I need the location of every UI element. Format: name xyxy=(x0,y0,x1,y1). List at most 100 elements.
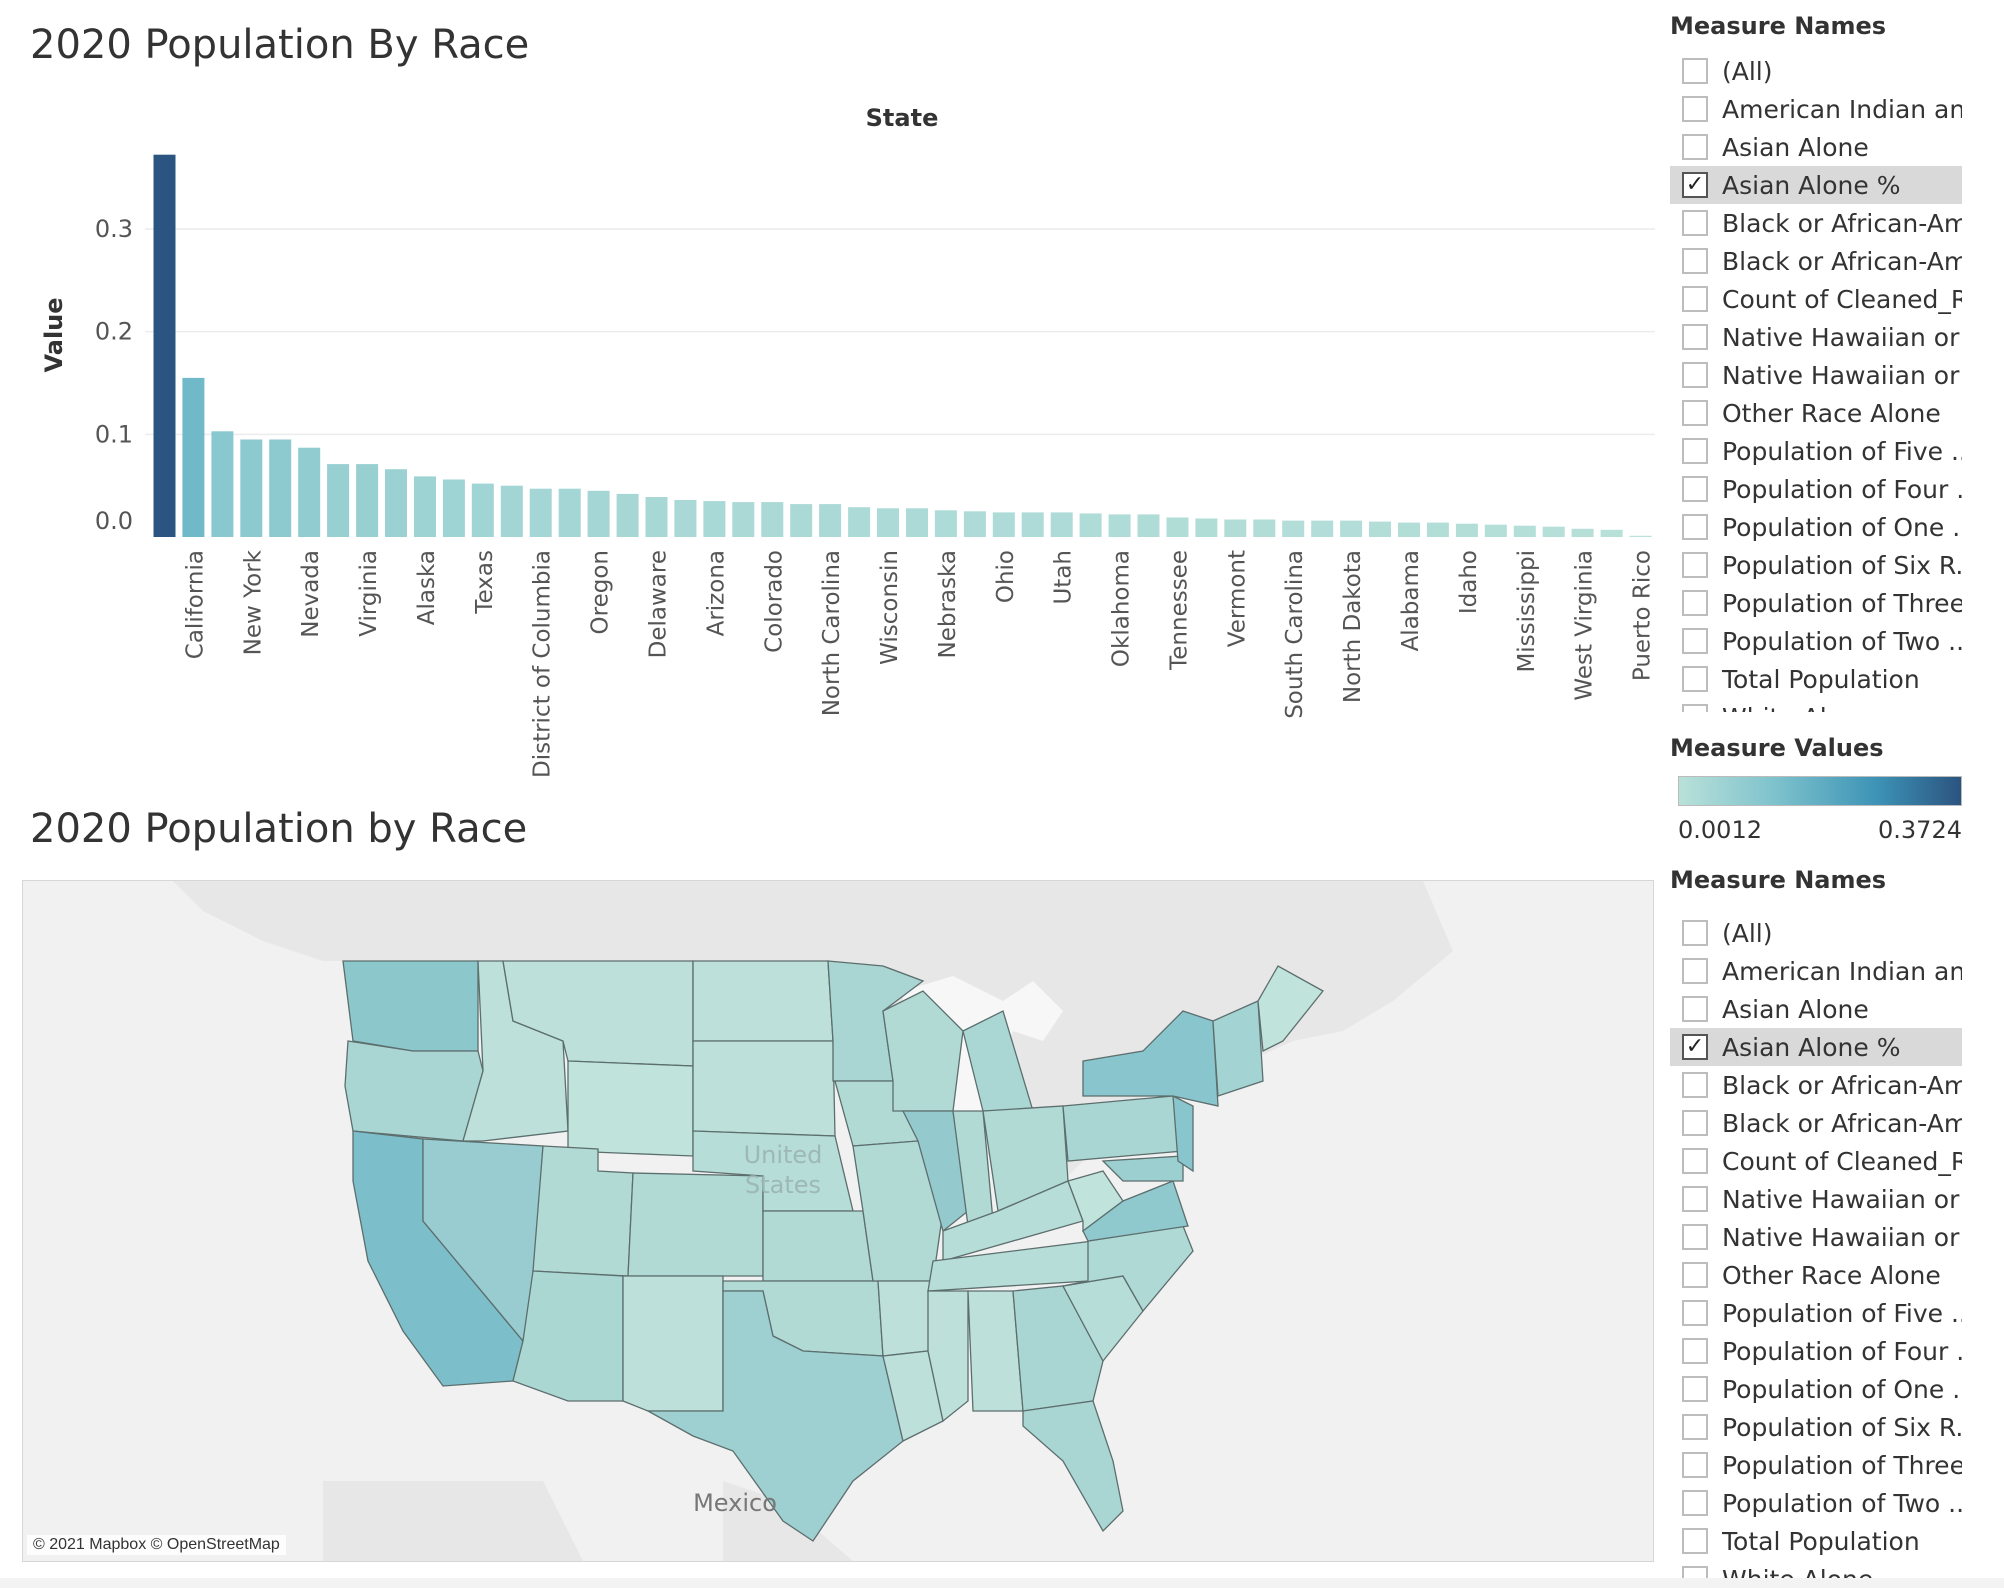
checkbox[interactable] xyxy=(1682,1186,1708,1212)
bar[interactable] xyxy=(761,502,784,537)
checkbox[interactable] xyxy=(1682,704,1708,712)
checkbox[interactable] xyxy=(1682,590,1708,616)
checkbox[interactable] xyxy=(1682,1072,1708,1098)
bar[interactable] xyxy=(1253,519,1276,538)
filter-item[interactable]: (All) xyxy=(1670,914,1962,952)
checkbox[interactable] xyxy=(1682,920,1708,946)
bar[interactable] xyxy=(1398,522,1420,537)
bar[interactable] xyxy=(934,510,957,537)
bar[interactable] xyxy=(471,483,494,537)
bar[interactable] xyxy=(1108,514,1131,537)
checkbox[interactable] xyxy=(1682,1376,1708,1402)
checkbox[interactable] xyxy=(1682,96,1708,122)
filter-item[interactable]: White Alone xyxy=(1670,698,1962,712)
filter-item[interactable]: Native Hawaiian or ... xyxy=(1670,356,1962,394)
bar[interactable] xyxy=(182,377,205,537)
map-attribution[interactable]: © 2021 Mapbox © OpenStreetMap xyxy=(27,1535,286,1555)
filter-item[interactable]: Population of Two ... xyxy=(1670,1484,1962,1522)
filter-item[interactable]: Population of Three... xyxy=(1670,1446,1962,1484)
filter-item[interactable]: Native Hawaiian or ... xyxy=(1670,1218,1962,1256)
filter-item[interactable]: Population of Five ... xyxy=(1670,432,1962,470)
filter-item[interactable]: American Indian an... xyxy=(1670,952,1962,990)
bar[interactable] xyxy=(732,502,755,537)
bar[interactable] xyxy=(587,490,610,537)
filter-item[interactable]: Native Hawaiian or ... xyxy=(1670,1180,1962,1218)
filter-item[interactable]: Population of Five ... xyxy=(1670,1294,1962,1332)
bar[interactable] xyxy=(1455,523,1478,537)
filter-item[interactable]: Population of Three... xyxy=(1670,584,1962,622)
filter-item[interactable]: Asian Alone xyxy=(1670,128,1962,166)
bar[interactable] xyxy=(153,154,176,537)
bar[interactable] xyxy=(558,488,581,537)
checkbox[interactable] xyxy=(1682,996,1708,1022)
checkbox[interactable] xyxy=(1682,1148,1708,1174)
checkbox[interactable] xyxy=(1682,1452,1708,1478)
filter-item[interactable]: Population of One ... xyxy=(1670,508,1962,546)
bar[interactable] xyxy=(1369,521,1391,537)
bar-chart[interactable]: State Value 0.0 0.1 0.2 0.3 California New Y… xyxy=(0,80,1660,780)
bar[interactable] xyxy=(529,488,552,537)
bar[interactable] xyxy=(211,431,234,537)
bar[interactable] xyxy=(1021,512,1044,537)
checkbox[interactable] xyxy=(1682,134,1708,160)
bar[interactable] xyxy=(616,493,639,537)
filter-item[interactable]: Other Race Alone xyxy=(1670,394,1962,432)
bar[interactable] xyxy=(269,439,292,538)
filter-item[interactable]: ✓ Asian Alone % xyxy=(1670,166,1962,204)
bar[interactable] xyxy=(645,497,668,537)
checkbox[interactable] xyxy=(1682,476,1708,502)
bar[interactable] xyxy=(848,507,871,537)
checkbox[interactable] xyxy=(1682,552,1708,578)
filter-item[interactable]: Total Population xyxy=(1670,660,1962,698)
checkbox[interactable] xyxy=(1682,1338,1708,1364)
bar[interactable] xyxy=(442,479,465,538)
checkbox[interactable]: ✓ xyxy=(1682,1034,1708,1060)
bar[interactable] xyxy=(1311,520,1334,537)
checkbox[interactable] xyxy=(1682,1414,1708,1440)
bar[interactable] xyxy=(1224,519,1247,538)
filter-item[interactable]: Population of Six R... xyxy=(1670,546,1962,584)
checkbox[interactable] xyxy=(1682,958,1708,984)
checkbox[interactable] xyxy=(1682,1224,1708,1250)
filter-item[interactable]: Count of Cleaned_R... xyxy=(1670,1142,1962,1180)
filter-item[interactable]: Population of Four ... xyxy=(1670,470,1962,508)
bar[interactable] xyxy=(963,511,986,537)
bar[interactable] xyxy=(1079,513,1102,537)
checkbox[interactable] xyxy=(1682,1490,1708,1516)
bar[interactable] xyxy=(877,508,899,537)
bar[interactable] xyxy=(385,469,407,537)
checkbox[interactable] xyxy=(1682,324,1708,350)
bar[interactable] xyxy=(298,447,321,537)
checkbox[interactable] xyxy=(1682,1300,1708,1326)
checkbox[interactable] xyxy=(1682,210,1708,236)
filter-item[interactable]: Population of One ... xyxy=(1670,1370,1962,1408)
bar[interactable] xyxy=(414,476,436,537)
checkbox[interactable] xyxy=(1682,514,1708,540)
checkbox[interactable] xyxy=(1682,666,1708,692)
checkbox[interactable]: ✓ xyxy=(1682,172,1708,198)
bar[interactable] xyxy=(1166,517,1189,538)
filter-item[interactable]: Black or African-Am... xyxy=(1670,204,1962,242)
checkbox[interactable] xyxy=(1682,1528,1708,1554)
bar[interactable] xyxy=(790,504,813,537)
bar[interactable] xyxy=(1426,522,1449,537)
bar[interactable] xyxy=(906,508,928,537)
filter-item[interactable]: (All) xyxy=(1670,52,1962,90)
filter-item[interactable]: ✓ Asian Alone % xyxy=(1670,1028,1962,1066)
filter-list[interactable]: (All) American Indian an... Asian Alone ✓ As… xyxy=(1670,52,1980,712)
filter-item[interactable]: Asian Alone xyxy=(1670,990,1962,1028)
bar[interactable] xyxy=(1542,526,1565,537)
filter-item[interactable]: Other Race Alone xyxy=(1670,1256,1962,1294)
bar[interactable] xyxy=(1484,524,1507,537)
filter-item[interactable]: Total Population xyxy=(1670,1522,1962,1560)
bar[interactable] xyxy=(1137,514,1160,537)
choropleth-map[interactable]: United States Mexico © 2021 Mapbox © Ope… xyxy=(22,880,1654,1562)
checkbox[interactable] xyxy=(1682,438,1708,464)
filter-item[interactable]: Black or African-Am... xyxy=(1670,1104,1962,1142)
bar[interactable] xyxy=(703,501,726,537)
filter-item[interactable]: Black or African-Am... xyxy=(1670,1066,1962,1104)
bar[interactable] xyxy=(819,504,842,537)
checkbox[interactable] xyxy=(1682,628,1708,654)
filter-item[interactable]: American Indian an... xyxy=(1670,90,1962,128)
bar[interactable] xyxy=(1513,525,1536,537)
